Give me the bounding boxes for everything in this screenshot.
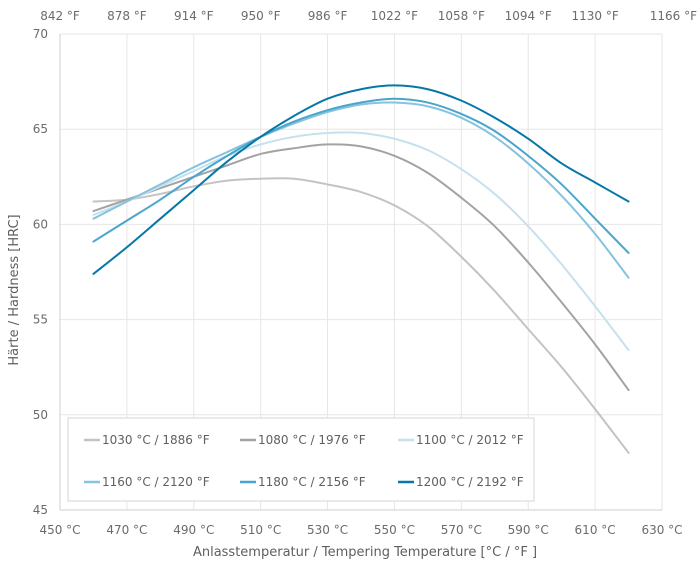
y-tick-label: 70	[33, 27, 48, 41]
x-top-tick-label: 1130 °F	[571, 9, 618, 23]
series-line-2	[92, 131, 630, 352]
x-axis-top: 842 °F 878 °F 914 °F 950 °F 986 °F 1022 °F 105…	[40, 9, 697, 23]
y-tick-label: 55	[33, 313, 48, 327]
series-line-3	[92, 101, 630, 279]
legend-box	[67, 417, 535, 502]
legend-label: 1080 °C / 1976 °F	[258, 433, 366, 447]
x-tick-label: 630 °C	[641, 523, 682, 537]
x-top-tick-label: 878 °F	[107, 9, 147, 23]
y-tick-label: 45	[33, 503, 48, 517]
series-line-0	[92, 177, 630, 454]
x-tick-label: 610 °C	[575, 523, 616, 537]
legend-label: 1180 °C / 2156 °F	[258, 475, 366, 489]
x-axis-label: Anlasstemperatur / Tempering Temperature…	[193, 545, 537, 560]
legend-label: 1030 °C / 1886 °F	[102, 433, 210, 447]
y-axis-label: Härte / Hardness [HRC]	[7, 214, 22, 365]
y-tick-label: 50	[33, 408, 48, 422]
x-tick-label: 570 °C	[441, 523, 482, 537]
x-tick-label: 530 °C	[307, 523, 348, 537]
x-top-tick-label: 950 °F	[241, 9, 281, 23]
x-top-tick-label: 842 °F	[40, 9, 80, 23]
x-top-tick-label: 1058 °F	[438, 9, 485, 23]
series-line-5	[92, 84, 630, 275]
legend-label: 1160 °C / 2120 °F	[102, 475, 210, 489]
series-line-1	[92, 143, 630, 392]
x-tick-label: 590 °C	[508, 523, 549, 537]
legend: 1030 °C / 1886 °F 1080 °C / 1976 °F 1100 °…	[67, 417, 535, 502]
x-tick-label: 490 °C	[173, 523, 214, 537]
x-top-tick-label: 914 °F	[174, 9, 214, 23]
x-tick-label: 450 °C	[39, 523, 80, 537]
x-top-tick-label: 1094 °F	[505, 9, 552, 23]
x-tick-label: 470 °C	[106, 523, 147, 537]
series-line-4	[92, 97, 630, 254]
y-tick-label: 65	[33, 122, 48, 136]
x-top-tick-label: 1166 °F	[650, 9, 697, 23]
legend-label: 1200 °C / 2192 °F	[416, 475, 524, 489]
y-tick-label: 60	[33, 217, 48, 231]
x-axis-bottom: 450 °C 470 °C 490 °C 510 °C 530 °C 550 °C 570 …	[39, 523, 682, 537]
x-tick-label: 550 °C	[374, 523, 415, 537]
x-top-tick-label: 1022 °F	[371, 9, 418, 23]
x-top-tick-label: 986 °F	[308, 9, 348, 23]
y-axis: 45 50 55 60 65 70	[33, 27, 48, 517]
legend-label: 1100 °C / 2012 °F	[416, 433, 524, 447]
series-lines	[92, 84, 630, 454]
x-tick-label: 510 °C	[240, 523, 281, 537]
